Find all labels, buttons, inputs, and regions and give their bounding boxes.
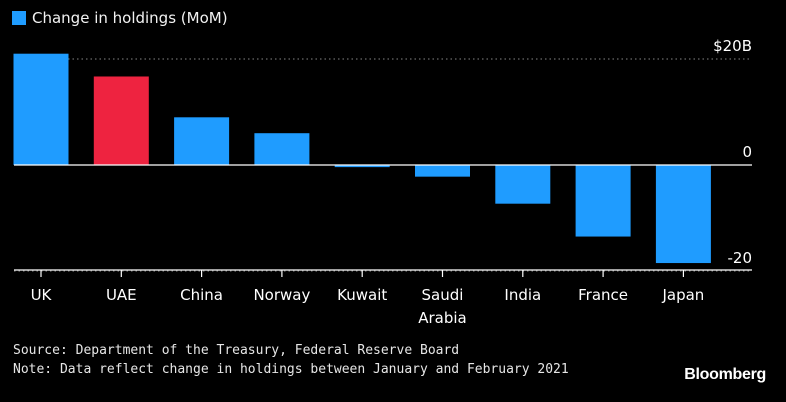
bar-chart: $20B 0 -20 UK UAE China Norway Kuwait Saudi Arabi… — [13, 37, 753, 327]
legend-label: Change in holdings (MoM) — [32, 9, 228, 27]
legend: Change in holdings (MoM) — [12, 9, 228, 27]
bar-saudi-arabia — [415, 165, 470, 177]
x-tick-label: Saudi — [422, 286, 464, 304]
x-tick-label: India — [504, 286, 541, 304]
x-tick-label: Japan — [661, 286, 704, 304]
bar-uk — [13, 53, 69, 166]
legend-swatch — [12, 11, 26, 25]
bar-norway — [254, 133, 310, 165]
bar-kuwait — [334, 165, 390, 168]
x-tick-label: China — [180, 286, 223, 304]
bar-china — [174, 117, 230, 165]
bar-uae — [93, 76, 149, 165]
bar-japan — [655, 165, 711, 264]
x-tick-label: France — [578, 286, 628, 304]
x-tick-label: Kuwait — [337, 286, 387, 304]
x-tick-label: Norway — [253, 286, 310, 304]
x-tick-label: UK — [31, 286, 53, 304]
y-tick-label: 0 — [742, 143, 752, 161]
bar-france — [575, 165, 631, 237]
source-note: Source: Department of the Treasury, Fede… — [13, 343, 460, 358]
x-tick-label: Arabia — [418, 309, 467, 327]
bloomberg-logo: Bloomberg — [684, 366, 766, 383]
data-note: Note: Data reflect change in holdings be… — [13, 362, 569, 377]
x-tick-label: UAE — [106, 286, 137, 304]
y-tick-label: -20 — [728, 249, 753, 267]
bar-india — [495, 165, 551, 204]
y-tick-label: $20B — [713, 37, 752, 55]
